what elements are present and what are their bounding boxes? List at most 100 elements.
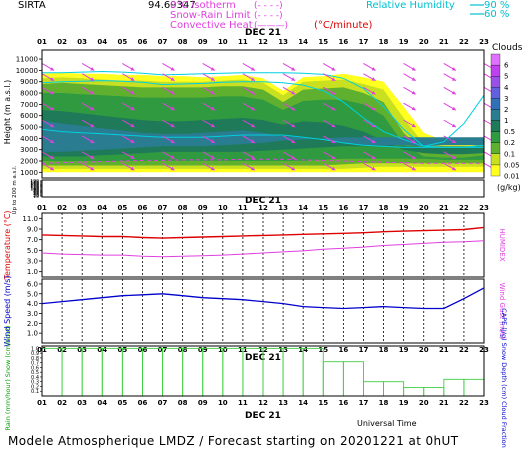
wind-arrow <box>282 102 296 111</box>
cloud-scale-swatch <box>490 142 501 154</box>
y-axis-label: Rain (mm/hour) Snow (cm/hour) <box>4 326 12 431</box>
hour-tick-label: 23 <box>479 204 489 212</box>
hour-tick-label: 20 <box>419 204 429 212</box>
wind-arrow <box>81 119 95 128</box>
y-tick-label: 170 <box>30 180 39 186</box>
wind-arrow-head <box>411 155 416 159</box>
wind-arrow-head <box>371 106 376 111</box>
wind-arrow <box>162 119 175 128</box>
wind-arrow-head <box>411 166 416 171</box>
wind-arrow <box>122 162 135 171</box>
wind-arrow <box>282 151 296 160</box>
low-levels-panel: 1020304050607080901001101201301401501601… <box>12 165 485 214</box>
wind-arrow <box>41 162 55 171</box>
cloud-scale-swatch <box>490 120 501 132</box>
y-tick-label: 190 <box>30 179 39 185</box>
wind-arrow-head <box>411 90 416 95</box>
hour-tick-label-bottom: 06 <box>138 399 148 407</box>
hour-tick-label-bottom: 18 <box>379 399 389 407</box>
hour-tick-label-bottom: 05 <box>117 399 127 407</box>
y-tick-label: 10000 <box>16 67 38 75</box>
precipitation-panel: DEC 210101020203030404050506060707080809… <box>4 308 508 448</box>
wind-arrow-head <box>170 67 175 71</box>
wind-arrow-head <box>130 67 135 71</box>
wind-arrow <box>282 135 296 144</box>
wind-arrow <box>202 135 216 144</box>
hour-tick-label: 19 <box>399 38 409 46</box>
hour-tick-label-bottom: 07 <box>158 399 168 407</box>
cloud-scale-label: 4 <box>504 84 509 92</box>
hour-tick-label: 12 <box>258 204 268 212</box>
wind-arrow-head <box>50 90 55 95</box>
y-tick-label: 11.0 <box>22 215 38 223</box>
wind-arrow <box>162 73 175 82</box>
y-tick-label: 8000 <box>20 90 38 98</box>
wind-arrow-head <box>170 155 175 159</box>
wind-arrow-head <box>90 90 95 95</box>
cloud-scale-swatch <box>490 109 501 121</box>
wind-arrow-head <box>130 166 135 171</box>
wind-arrow <box>282 63 296 71</box>
wind-arrow <box>282 73 296 82</box>
y-axis-label: Temperature (°C) <box>3 210 12 280</box>
wind-arrow <box>41 119 55 128</box>
hour-tick-label-bottom: 16 <box>338 399 348 407</box>
cloud-scale-swatch <box>490 164 501 177</box>
y-tick-label: 0.3 <box>31 380 39 386</box>
wind-arrow <box>242 102 256 111</box>
cloud-fraction-bar <box>162 347 184 397</box>
wind-arrow-head <box>210 90 215 95</box>
hour-tick-label: 21 <box>439 346 449 354</box>
wind-arrow <box>41 73 55 82</box>
wind-arrow <box>41 102 55 111</box>
y-tick-label: 6000 <box>20 112 38 120</box>
right-axis-label: HUMIDEX <box>498 228 506 261</box>
y-tick-label: 80 <box>33 188 39 194</box>
wind-arrow-head <box>130 123 135 128</box>
wind-arrow-head <box>90 166 95 171</box>
y-tick-label: 130 <box>30 184 39 190</box>
wind-arrow-head <box>291 155 296 159</box>
hour-tick-label: 22 <box>459 204 469 212</box>
cloud-scale-swatch <box>490 87 501 99</box>
wind-arrow <box>282 119 296 128</box>
cloud-fraction-bar <box>61 347 83 397</box>
wind-arrow <box>41 86 55 95</box>
y-tick-label: 10 <box>33 194 39 200</box>
wind-arrow-head <box>331 123 336 128</box>
y-tick-label: 0.9 <box>31 351 39 357</box>
cloud-scale-label: 2 <box>504 106 508 114</box>
cloud-scale-label: 1 <box>504 117 508 125</box>
station-coords: 94.69347 <box>148 0 196 11</box>
wind-arrow-head <box>371 166 376 171</box>
wind-arrow <box>363 73 376 82</box>
wind-arrow-head <box>250 106 255 111</box>
y-tick-label: 5.0 <box>27 290 38 298</box>
hour-tick-label: 20 <box>419 38 429 46</box>
wind-arrow <box>363 162 376 171</box>
y-tick-label: 90 <box>33 187 39 193</box>
wind-arrow <box>242 135 256 144</box>
wind-arrow-head <box>411 67 416 71</box>
wind-arrow-head <box>50 155 55 159</box>
y-tick-label: 5000 <box>20 124 38 132</box>
hour-tick-label-bottom: 17 <box>359 399 369 407</box>
wind-arrow <box>322 135 336 144</box>
wind-arrow-head <box>170 139 175 143</box>
wind-arrow-head <box>50 166 55 171</box>
y-tick-label: 0.5 <box>31 370 39 376</box>
wind-arrow-head <box>291 123 296 128</box>
hour-tick-label-bottom: 11 <box>238 399 248 407</box>
cloud-scale-swatch <box>490 153 501 166</box>
wind-arrow <box>363 86 376 95</box>
y-tick-label: 4.0 <box>27 300 38 308</box>
hour-tick-label: 16 <box>338 346 348 354</box>
wind-arrow-head <box>371 90 376 95</box>
wind-arrow <box>363 135 376 144</box>
cloud-fraction-bar <box>463 378 485 397</box>
hour-tick-label: 11 <box>238 204 248 212</box>
legend-item-label: Snow-Rain Limit <box>170 10 251 21</box>
wind-arrow-head <box>371 123 376 128</box>
wind-arrow <box>363 63 376 71</box>
wind-arrow <box>242 151 256 160</box>
